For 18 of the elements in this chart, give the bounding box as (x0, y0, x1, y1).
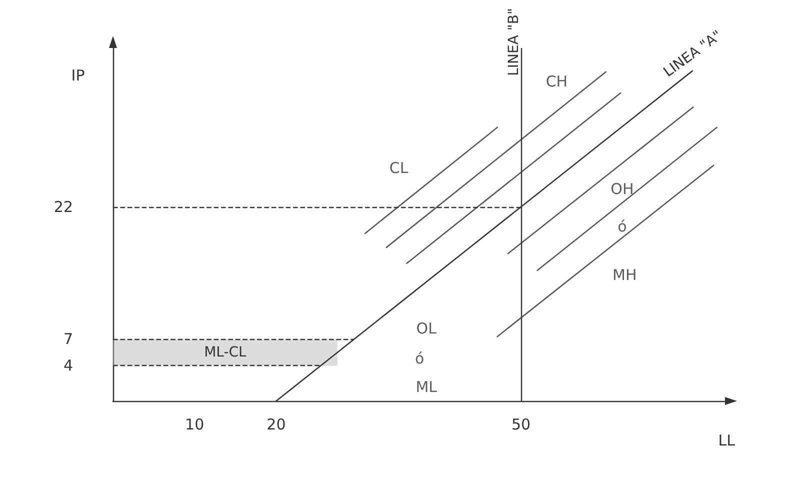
x-tick-label: 20 (266, 416, 286, 434)
y-tick-label: 4 (63, 356, 73, 375)
annotation: MH (612, 266, 637, 284)
x-axis-title: LL (718, 432, 736, 450)
y-tick-label: 7 (63, 330, 73, 348)
annotation: CH (546, 72, 568, 91)
y-axis-title: IP (71, 66, 85, 84)
annotation: OL (416, 320, 438, 338)
x-tick-label: 50 (511, 416, 531, 434)
x-tick-label: 10 (185, 416, 204, 434)
annotation: OH (610, 180, 634, 198)
ref-line-label: LINEA "B" (506, 8, 522, 76)
annotation: ó (415, 350, 424, 368)
annotation: ML (416, 378, 438, 396)
y-tick-label: 22 (54, 198, 73, 216)
annotation: CL (389, 159, 409, 178)
band-label: ML-CL (204, 344, 247, 360)
annotation: ó (618, 217, 627, 236)
